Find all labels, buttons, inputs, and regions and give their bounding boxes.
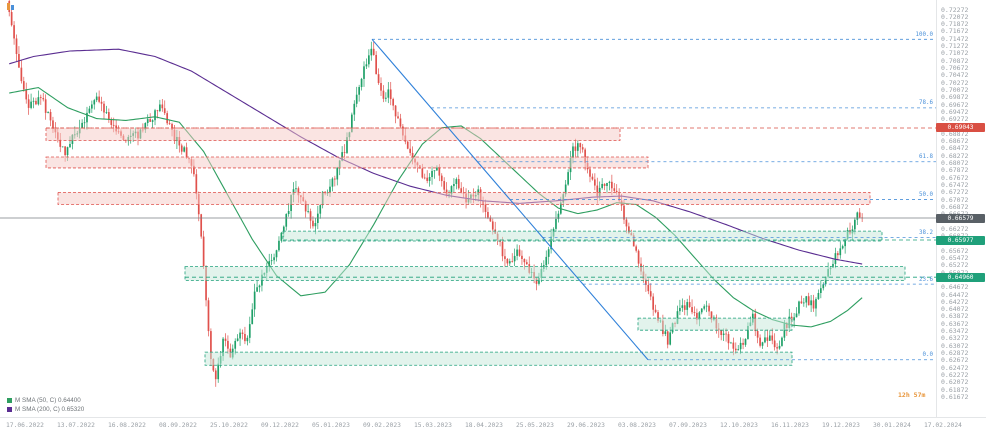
candle-close-countdown: 12h 57m bbox=[898, 391, 926, 399]
legend-sma200: M SMA (200, C) 0.65320 bbox=[7, 406, 84, 413]
time-axis-separator bbox=[0, 417, 986, 418]
sma200-legend-label: M SMA (200, C) 0.65320 bbox=[15, 406, 85, 413]
price-axis-separator bbox=[936, 0, 937, 418]
legend-sma50: M SMA (50, C) 0.64400 bbox=[7, 397, 81, 404]
mini-candles-icon bbox=[7, 3, 14, 10]
sma50-swatch bbox=[7, 398, 12, 403]
sma50-legend-label: M SMA (50, C) 0.64400 bbox=[15, 397, 81, 404]
sma200-swatch bbox=[7, 407, 12, 412]
